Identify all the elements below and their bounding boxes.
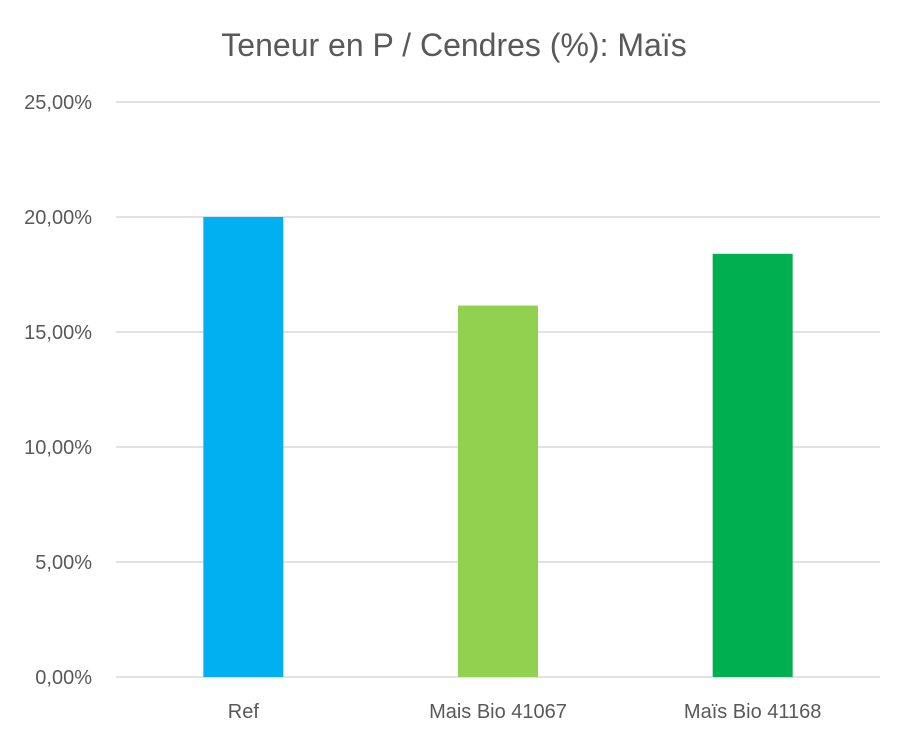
bar — [203, 217, 284, 677]
y-tick-label: 20,00% — [24, 207, 92, 229]
y-tick-label: 5,00% — [35, 552, 92, 574]
bar — [712, 253, 793, 678]
x-category-label: Maïs Bio 41168 — [684, 701, 822, 723]
x-axis-category-labels: Ref Mais Bio 41067 Maïs Bio 41168 — [228, 701, 822, 723]
y-tick-label: 25,00% — [24, 92, 92, 114]
chart-title: Teneur en P / Cendres (%): Maïs — [221, 27, 686, 63]
y-axis-tick-labels: 0,00% 5,00% 10,00% 15,00% 20,00% 25,00% — [24, 92, 92, 689]
bar — [458, 305, 538, 677]
x-category-label: Ref — [228, 701, 260, 723]
y-tick-label: 10,00% — [24, 437, 92, 459]
y-tick-label: 15,00% — [24, 322, 92, 344]
bars — [203, 217, 793, 678]
x-category-label: Mais Bio 41067 — [429, 701, 567, 723]
y-tick-label: 0,00% — [35, 667, 92, 689]
